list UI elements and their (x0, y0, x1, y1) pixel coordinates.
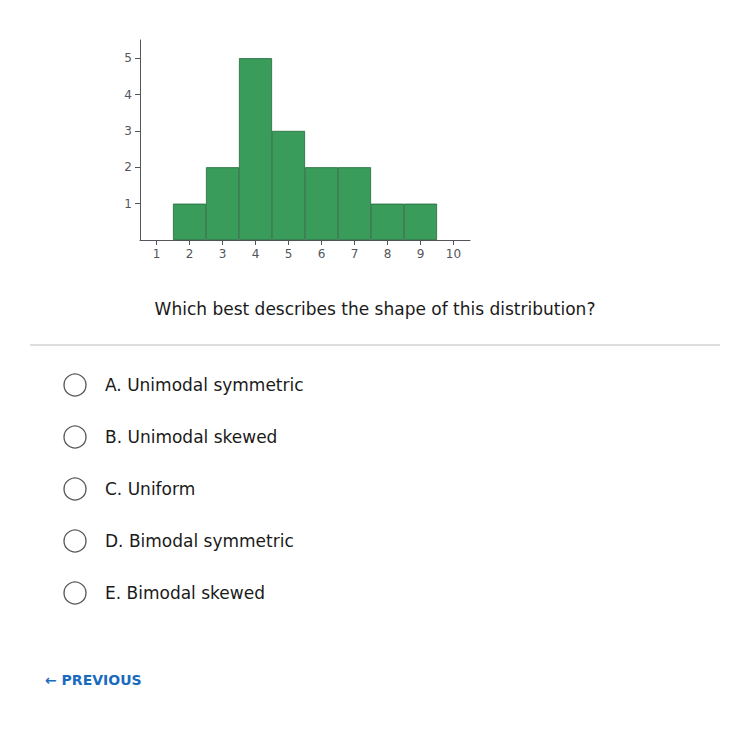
svg-text:5: 5 (124, 51, 132, 65)
svg-text:3: 3 (124, 124, 132, 138)
svg-text:4: 4 (124, 88, 132, 102)
svg-text:4: 4 (252, 247, 260, 261)
svg-text:C. Uniform: C. Uniform (105, 479, 195, 499)
svg-text:10: 10 (446, 247, 461, 261)
svg-text:7: 7 (351, 247, 359, 261)
svg-text:B. Unimodal skewed: B. Unimodal skewed (105, 427, 277, 447)
svg-text:6: 6 (318, 247, 326, 261)
svg-text:Which best describes the shape: Which best describes the shape of this d… (155, 299, 596, 319)
svg-text:E. Bimodal skewed: E. Bimodal skewed (105, 583, 265, 603)
svg-text:A. Unimodal symmetric: A. Unimodal symmetric (105, 375, 304, 395)
svg-text:1: 1 (153, 247, 161, 261)
svg-text:← PREVIOUS: ← PREVIOUS (45, 672, 142, 688)
svg-text:D. Bimodal symmetric: D. Bimodal symmetric (105, 531, 294, 551)
svg-text:3: 3 (219, 247, 227, 261)
svg-text:5: 5 (285, 247, 293, 261)
svg-text:1: 1 (124, 197, 132, 211)
svg-text:2: 2 (124, 160, 132, 174)
svg-text:2: 2 (186, 247, 194, 261)
svg-text:9: 9 (417, 247, 425, 261)
svg-text:8: 8 (384, 247, 392, 261)
